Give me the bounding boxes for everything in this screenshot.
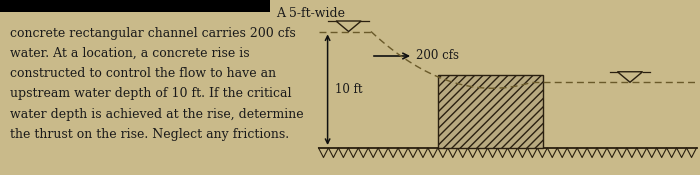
- Text: $y_c$: $y_c$: [498, 88, 513, 102]
- Text: water depth is achieved at the rise, determine: water depth is achieved at the rise, det…: [10, 108, 304, 121]
- Bar: [438, 75, 542, 148]
- Bar: [0, 0, 270, 12]
- Text: 10 ft: 10 ft: [335, 83, 362, 96]
- Text: A 5-ft-wide: A 5-ft-wide: [276, 7, 346, 20]
- Text: 200 cfs: 200 cfs: [416, 50, 458, 62]
- Text: constructed to control the flow to have an: constructed to control the flow to have …: [10, 67, 276, 80]
- Text: upstream water depth of 10 ft. If the critical: upstream water depth of 10 ft. If the cr…: [10, 88, 292, 100]
- Text: water. At a location, a concrete rise is: water. At a location, a concrete rise is: [10, 47, 250, 60]
- Text: concrete rectangular channel carries 200 cfs: concrete rectangular channel carries 200…: [10, 27, 296, 40]
- Text: the thrust on the rise. Neglect any frictions.: the thrust on the rise. Neglect any fric…: [10, 128, 290, 141]
